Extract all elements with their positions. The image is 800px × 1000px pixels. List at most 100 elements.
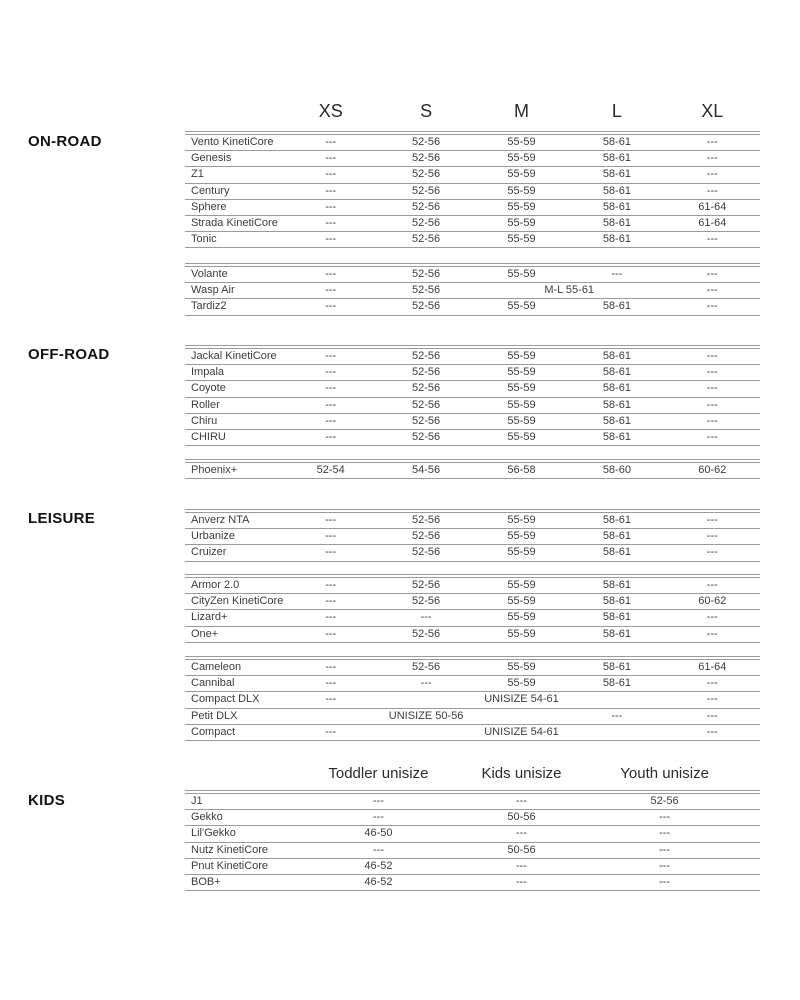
- table-group-off-road-1: Jackal KinetiCore --- 52-56 55-59 58-61 --- Im…: [185, 345, 760, 447]
- size-cell: ---: [706, 611, 718, 624]
- size-cell: 58-61: [602, 168, 631, 181]
- size-cell: 55-59: [507, 217, 536, 230]
- size-cell: 58-61: [602, 350, 631, 363]
- size-cell: ---: [325, 184, 337, 197]
- product-row: Vento KinetiCore --- 52-56 55-59 58-61 ---: [185, 134, 760, 152]
- size-cell: ---: [325, 611, 337, 624]
- size-cell: 55-59: [507, 200, 536, 213]
- size-cell: 58-61: [602, 152, 631, 165]
- product-row: Jackal KinetiCore --- 52-56 55-59 58-61 ---: [185, 348, 760, 366]
- product-name: CHIRU: [191, 431, 226, 444]
- product-row: Sphere --- 52-56 55-59 58-61 61-64: [185, 200, 760, 216]
- size-cell: ---: [325, 627, 337, 640]
- product-name: Tardiz2: [191, 300, 227, 313]
- section-label-off-road: OFF-ROAD: [28, 346, 110, 363]
- size-cell: 55-59: [507, 268, 536, 281]
- size-column-header-row: XS S M L XL: [185, 104, 760, 119]
- size-cell: 55-59: [507, 168, 536, 181]
- product-name: Phoenix+: [191, 464, 238, 477]
- size-cell: 55-59: [507, 350, 536, 363]
- size-cell: 52-54: [316, 464, 345, 477]
- product-row: Armor 2.0 --- 52-56 55-59 58-61 ---: [185, 577, 760, 595]
- column-header-youth-unisize: Youth unisize: [620, 766, 709, 781]
- product-row: Century --- 52-56 55-59 58-61 ---: [185, 184, 760, 200]
- product-row: Coyote --- 52-56 55-59 58-61 ---: [185, 381, 760, 398]
- size-cell: 58-61: [602, 382, 631, 395]
- size-cell: 55-59: [507, 677, 536, 690]
- product-row: Impala --- 52-56 55-59 58-61 ---: [185, 365, 760, 382]
- size-cell: ---: [706, 627, 718, 640]
- size-cell: ---: [706, 398, 718, 411]
- size-cell: 52-56: [412, 382, 441, 395]
- size-cell: ---: [706, 233, 718, 246]
- product-row: Genesis --- 52-56 55-59 58-61 ---: [185, 151, 760, 168]
- size-cell: 52-56: [412, 350, 441, 363]
- size-cell: ---: [325, 200, 337, 213]
- size-cell: ---: [325, 268, 337, 281]
- size-cell: 58-61: [602, 200, 631, 213]
- size-cell: ---: [515, 876, 527, 889]
- product-name: Pnut KinetiCore: [191, 859, 269, 872]
- column-header-l: L: [611, 104, 622, 119]
- size-cell: ---: [325, 398, 337, 411]
- product-name: Compact: [191, 725, 236, 738]
- product-name: Anverz NTA: [191, 514, 250, 527]
- size-cell: 58-61: [602, 398, 631, 411]
- size-cell: 58-61: [602, 184, 631, 197]
- product-row: Lil'Gekko 46-50 --- ---: [185, 826, 760, 843]
- size-cell: 52-56: [412, 200, 441, 213]
- size-cell: 61-64: [698, 200, 727, 213]
- size-cell: 52-56: [412, 300, 441, 313]
- product-name: Cameleon: [191, 661, 242, 674]
- size-cell: 58-61: [602, 546, 631, 559]
- size-cell: 58-61: [602, 366, 631, 379]
- size-cell: 55-59: [507, 595, 536, 608]
- product-row: Pnut KinetiCore 46-52 --- ---: [185, 859, 760, 875]
- product-row: Z1 --- 52-56 55-59 58-61 ---: [185, 167, 760, 184]
- size-cell: 52-56: [412, 233, 441, 246]
- product-row: J1 --- --- 52-56: [185, 793, 760, 811]
- size-cell: ---: [706, 579, 718, 592]
- size-cell: ---: [325, 530, 337, 543]
- size-cell: 58-61: [602, 677, 631, 690]
- product-name: Century: [191, 184, 230, 197]
- size-cell: 61-64: [698, 217, 727, 230]
- size-cell: ---: [706, 514, 718, 527]
- size-cell: 58-61: [602, 414, 631, 427]
- size-cell: ---: [325, 168, 337, 181]
- product-name: Nutz KinetiCore: [191, 843, 269, 856]
- product-row: Wasp Air --- 52-56 M-L 55-61 ---: [185, 283, 760, 300]
- size-cell: 58-61: [602, 627, 631, 640]
- size-cell: 54-56: [412, 464, 441, 477]
- size-cell: ---: [325, 661, 337, 674]
- size-cell: 58-61: [602, 661, 631, 674]
- product-row: CHIRU --- 52-56 55-59 58-61 ---: [185, 430, 760, 447]
- product-row: Phoenix+ 52-54 54-56 56-58 58-60 60-62: [185, 462, 760, 480]
- product-name: Armor 2.0: [191, 579, 240, 592]
- product-name: Vento KinetiCore: [191, 136, 274, 149]
- column-header-m: M: [513, 104, 529, 119]
- section-label-leisure: LEISURE: [28, 510, 96, 527]
- column-header-s: S: [420, 104, 433, 119]
- size-cell: 46-50: [364, 827, 393, 840]
- size-cell: ---: [659, 843, 671, 856]
- product-row: Volante --- 52-56 55-59 --- ---: [185, 266, 760, 284]
- column-header-xl: XL: [701, 104, 724, 119]
- size-cell: ---: [515, 795, 527, 808]
- size-cell: 52-56: [412, 661, 441, 674]
- size-cell: ---: [515, 859, 527, 872]
- size-cell: ---: [706, 366, 718, 379]
- product-row: Petit DLX UNISIZE 50-56 --- ---: [185, 709, 760, 725]
- size-cell: ---: [706, 184, 718, 197]
- product-name: Compact DLX: [191, 693, 260, 706]
- size-cell: ---: [706, 431, 718, 444]
- size-cell: 58-61: [602, 136, 631, 149]
- size-cell: ---: [611, 709, 623, 722]
- product-name: Roller: [191, 398, 220, 411]
- product-name: J1: [191, 795, 203, 808]
- size-cell: 52-56: [412, 366, 441, 379]
- size-cell: ---: [420, 611, 432, 624]
- size-cell: 58-61: [602, 611, 631, 624]
- product-name: Jackal KinetiCore: [191, 350, 277, 363]
- size-cell: ---: [706, 136, 718, 149]
